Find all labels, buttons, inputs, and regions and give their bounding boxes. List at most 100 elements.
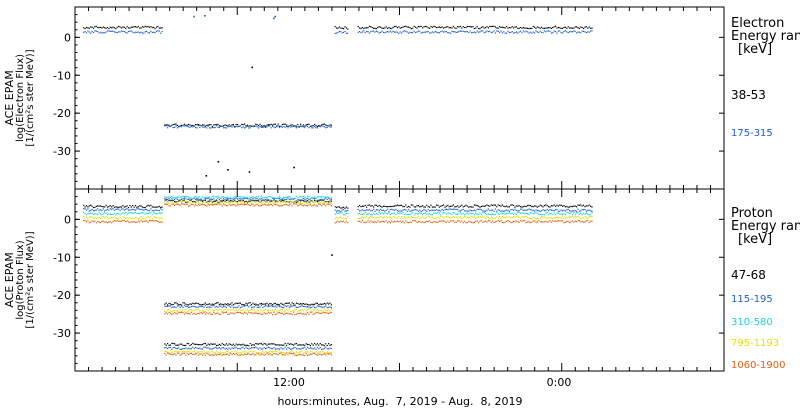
proton-data-point [318,348,320,350]
proton-data-point [531,205,533,208]
proton-data-point [490,216,492,218]
proton-data-point [387,206,389,208]
proton-data-point [164,303,166,305]
proton-data-point [245,353,247,356]
proton-data-point [305,197,307,199]
electron-data-point [436,27,438,29]
proton-data-point [259,201,261,203]
proton-data-point [508,220,510,222]
proton-data-point [381,209,383,211]
proton-data-point [338,210,340,212]
proton-data-point [178,204,180,206]
electron-data-point [305,125,307,127]
proton-data-point [172,306,174,308]
electron-data-point [258,127,260,129]
proton-data-point [507,216,509,218]
electron-data-point [515,31,517,33]
proton-data-point [193,312,195,314]
proton-data-point [322,203,324,205]
proton-data-point [316,311,318,313]
proton-data-point [504,221,506,223]
proton-data-point [276,202,278,204]
proton-data-point [115,208,117,210]
proton-data-point [517,221,519,223]
proton-data-point [452,215,454,218]
proton-data-point [301,196,303,198]
proton-data-point [316,196,318,198]
electron-data-point [560,27,562,30]
electron-data-point [518,31,520,33]
proton-data-point [182,348,184,350]
proton-data-point [518,205,520,207]
proton-data-point [325,197,327,199]
proton-data-point [304,198,306,200]
proton-data-point [252,306,254,308]
proton-data-point [337,210,339,212]
proton-data-point [266,352,268,354]
proton-data-point [423,217,425,219]
electron-data-point [541,26,543,28]
proton-data-point [497,209,499,211]
proton-data-point [468,220,470,222]
proton-data-point [269,305,271,307]
electron-data-point [84,28,86,30]
proton-data-point [115,214,117,216]
proton-data-point [290,198,292,200]
proton-data-point [325,354,327,356]
proton-data-point [95,222,97,224]
proton-data-point [181,203,183,205]
proton-data-point [314,313,316,315]
electron-data-point [374,27,376,29]
proton-data-point [535,221,537,223]
proton-data-point [304,313,306,315]
proton-data-point [185,309,187,311]
proton-data-point [169,312,171,314]
electron-data-point [244,123,246,125]
proton-data-point [413,206,415,208]
proton-data-point [244,304,246,306]
electron-data-point [181,126,183,128]
proton-data-point [136,212,138,214]
proton-data-point [245,346,247,348]
electron-data-point [426,26,428,28]
proton-data-point [270,196,272,198]
proton-data-point [251,199,253,201]
electron-data-point [148,32,151,34]
proton-data-point [490,209,492,211]
proton-data-point [186,196,188,198]
proton-data-point [328,202,330,204]
proton-data-point [171,198,173,200]
proton-data-point [330,351,332,353]
proton-data-point [294,352,296,354]
proton-data-point [196,199,198,201]
electron-data-point [542,32,544,34]
proton-data-point [133,218,135,220]
proton-data-point [211,198,213,201]
proton-data-point [374,210,376,212]
proton-data-point [531,221,533,223]
electron-data-point [210,124,212,126]
electron-data-point [426,31,428,33]
proton-data-point [189,313,191,315]
proton-data-point [87,206,89,208]
proton-data-point [209,204,211,206]
electron-data-point [494,32,496,34]
proton-data-point [259,351,261,354]
proton-data-point [122,216,124,218]
proton-data-point [174,199,176,201]
proton-data-point [151,214,153,216]
proton-data-point [193,201,195,203]
proton-data-point [230,348,232,350]
proton-data-point [315,348,317,350]
proton-data-point [211,343,213,345]
proton-data-point [136,221,138,223]
electron-data-point [269,124,271,126]
proton-data-point [507,213,509,215]
proton-data-point [232,196,234,198]
proton-data-point [571,206,573,208]
proton-data-point [294,197,296,199]
proton-data-point [307,197,309,199]
proton-data-point [341,212,343,214]
proton-data-point [258,310,260,312]
proton-data-point [279,348,281,350]
